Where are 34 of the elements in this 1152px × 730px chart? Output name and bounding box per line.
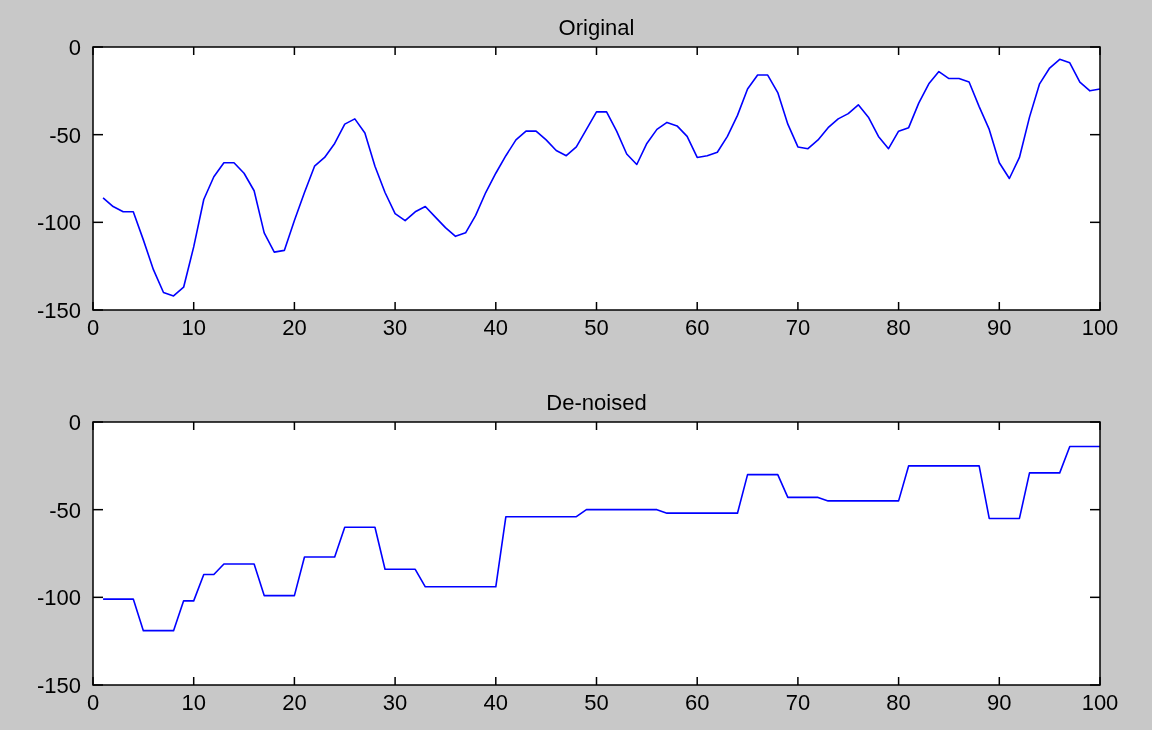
x-tick-label: 40: [483, 315, 509, 340]
x-tick-label: 30: [382, 315, 408, 340]
line-series: [102, 445, 1101, 632]
x-tick-label: 100: [1081, 690, 1119, 715]
x-tick-label: 90: [987, 690, 1012, 715]
y-tick-label: -50: [49, 497, 81, 523]
x-tick-label: 0: [86, 690, 100, 715]
x-tick-label: 60: [684, 690, 710, 715]
x-tick-label: 70: [785, 690, 811, 715]
y-tick-label: -150: [36, 298, 81, 323]
y-tick-label: -100: [36, 210, 81, 236]
x-tick-label: 20: [282, 315, 307, 340]
x-tick-label: 100: [1081, 315, 1119, 340]
y-tick-label: 0: [68, 410, 81, 435]
chart-title: Original: [558, 15, 635, 40]
x-tick-label: 10: [181, 315, 206, 340]
chart-title: De-noised: [546, 390, 647, 415]
x-tick-label: 0: [86, 315, 100, 340]
x-tick-label: 50: [584, 315, 609, 340]
x-tick-label: 10: [181, 690, 206, 715]
x-tick-label: 30: [382, 690, 408, 715]
y-tick-label: 0: [68, 35, 81, 60]
x-tick-label: 80: [886, 690, 911, 715]
line-series: [102, 58, 1101, 297]
x-tick-label: 70: [785, 315, 811, 340]
x-tick-label: 20: [282, 690, 307, 715]
x-tick-label: 60: [684, 315, 710, 340]
x-tick-label: 90: [987, 315, 1012, 340]
x-tick-label: 40: [483, 690, 509, 715]
y-tick-label: -100: [36, 585, 81, 611]
y-tick-label: -150: [36, 673, 81, 698]
y-tick-label: -50: [49, 122, 81, 148]
x-tick-label: 50: [584, 690, 609, 715]
x-tick-label: 80: [886, 315, 911, 340]
